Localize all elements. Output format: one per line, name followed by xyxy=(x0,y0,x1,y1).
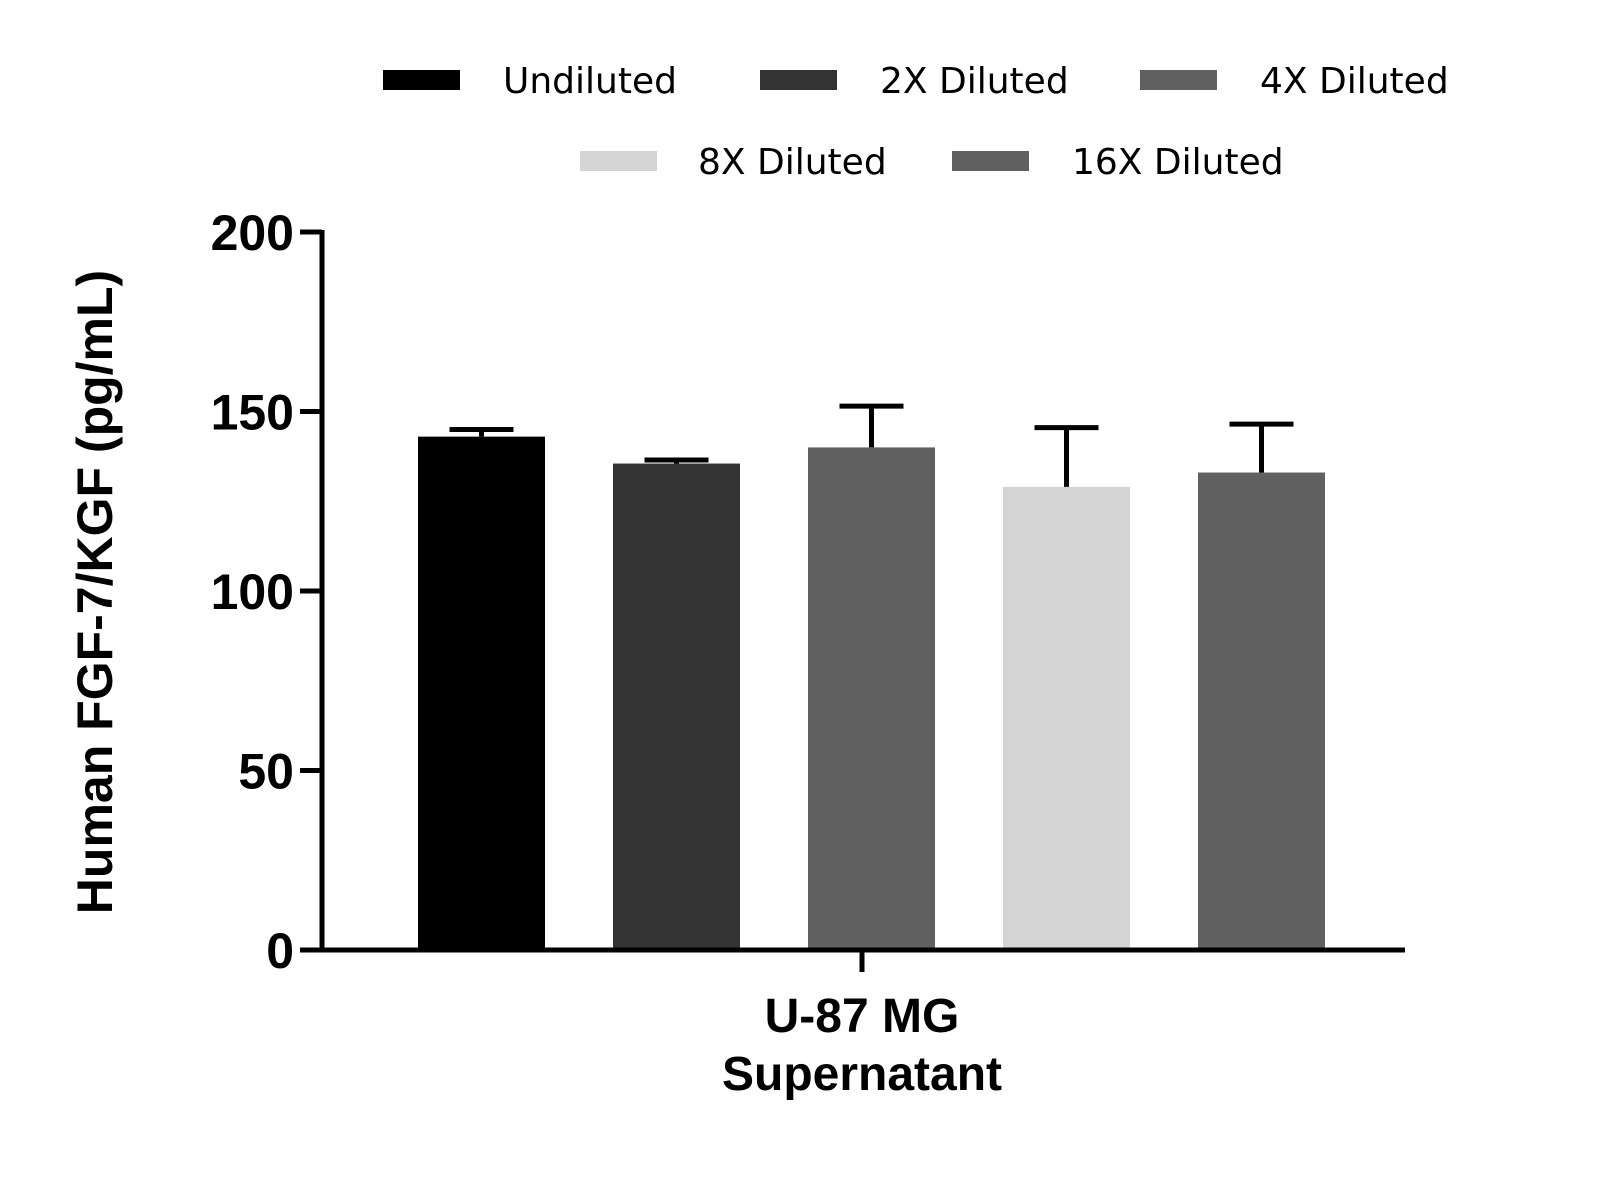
legend-label: Undiluted xyxy=(503,61,677,102)
y-tick-label: 200 xyxy=(211,205,294,261)
legend-swatch xyxy=(952,151,1029,171)
bars xyxy=(418,403,1325,950)
y-tick-label: 50 xyxy=(238,744,294,800)
y-tick-label: 100 xyxy=(211,564,294,620)
legend-swatch xyxy=(383,70,460,90)
y-tick-label: 0 xyxy=(266,923,294,979)
legend-swatch xyxy=(580,151,657,171)
legend-label: 4X Diluted xyxy=(1260,61,1449,102)
x-category-label-line: Supernatant xyxy=(722,1048,1002,1101)
legend-swatch xyxy=(1140,70,1217,90)
bar-2x-diluted xyxy=(613,463,740,950)
legend-label: 2X Diluted xyxy=(880,61,1069,102)
legend: Undiluted 2X Diluted 4X Diluted 8X Diluted 1… xyxy=(383,61,1449,183)
legend-label: 16X Diluted xyxy=(1072,142,1284,183)
legend-swatch xyxy=(760,70,837,90)
x-category-label: U-87 MG Supernatant xyxy=(722,990,1002,1101)
y-tick-label: 150 xyxy=(211,385,294,441)
x-category-label-line: U-87 MG xyxy=(765,990,960,1043)
bar-4x-diluted xyxy=(808,447,935,950)
legend-label: 8X Diluted xyxy=(698,142,887,183)
x-axis: U-87 MG Supernatant xyxy=(300,947,1405,1101)
y-axis: 0 50 100 150 200 xyxy=(211,205,325,979)
bar-8x-diluted xyxy=(1003,486,1130,950)
bar-16x-diluted xyxy=(1198,472,1325,950)
bar-undiluted xyxy=(418,436,545,950)
y-axis-title: Human FGF-7/KGF (pg/mL) xyxy=(67,270,123,914)
